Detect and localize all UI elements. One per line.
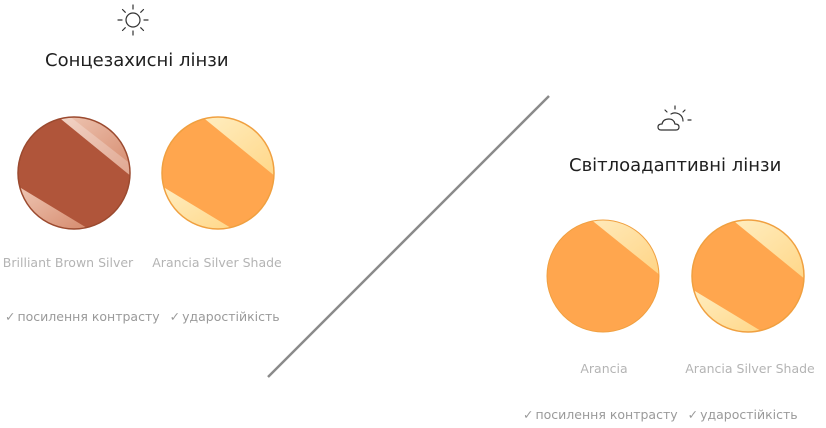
lens-arancia-silver-shade-photochromic[interactable]	[690, 218, 806, 334]
lens-brilliant-brown-silver[interactable]	[16, 115, 132, 231]
feature-impact: ✓ ударостійкість	[169, 309, 280, 324]
lens-label: Arancia	[580, 361, 628, 376]
check-icon: ✓	[523, 407, 534, 422]
photochromic-title: Світлоадаптивні лінзи	[569, 155, 782, 176]
check-icon: ✓	[169, 309, 181, 324]
lens-label: Arancia Silver Shade	[685, 361, 815, 376]
sun-icon	[116, 3, 150, 37]
lens-label: Brilliant Brown Silver	[2, 255, 134, 270]
check-icon: ✓	[5, 309, 16, 324]
feature-impact: ✓ ударостійкість	[687, 407, 798, 422]
feature-contrast: ✓ посилення контрасту	[523, 407, 678, 422]
lens-arancia-silver-shade[interactable]	[160, 115, 276, 231]
sunglasses-title: Сонцезахисні лінзи	[45, 50, 229, 71]
lens-label: Arancia Silver Shade	[152, 255, 282, 270]
sun-cloud-icon	[655, 104, 693, 138]
sunglasses-features: ✓ посилення контрасту ✓ ударостійкість	[5, 309, 286, 324]
feature-contrast: ✓ посилення контрасту	[5, 309, 160, 324]
check-icon: ✓	[687, 407, 699, 422]
photochromic-features: ✓ посилення контрасту ✓ ударостійкість	[523, 407, 804, 422]
lens-arancia[interactable]	[545, 218, 661, 334]
